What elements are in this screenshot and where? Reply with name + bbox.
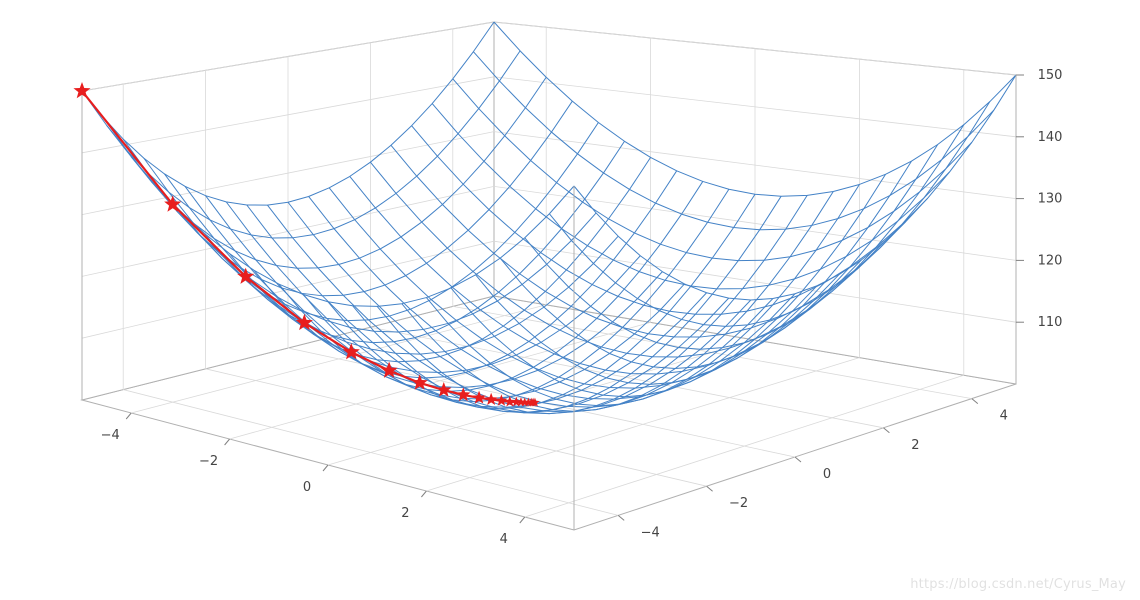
z-tick-label: 140 bbox=[1038, 130, 1063, 145]
x-tick-label: −2 bbox=[199, 454, 218, 469]
x-tick-label: 0 bbox=[303, 480, 311, 495]
y-tick-label: −4 bbox=[641, 525, 660, 540]
x-tick-label: 2 bbox=[401, 506, 409, 521]
y-tick-label: −2 bbox=[729, 496, 748, 511]
z-tick-label: 130 bbox=[1038, 192, 1063, 207]
x-tick-label: −4 bbox=[101, 428, 120, 443]
y-tick-label: 0 bbox=[823, 467, 831, 482]
z-tick-label: 110 bbox=[1038, 315, 1063, 330]
y-tick-label: 2 bbox=[911, 438, 919, 453]
gradient-descent-3d-plot: −4 −2 0 2 4 −4 −2 0 2 4 110 120 130 140 150 bbox=[0, 0, 1140, 600]
x-tick-label: 4 bbox=[500, 532, 508, 547]
y-tick-label: 4 bbox=[1000, 409, 1008, 424]
z-tick-label: 150 bbox=[1038, 68, 1063, 83]
watermark-text: https://blog.csdn.net/Cyrus_May bbox=[910, 577, 1126, 592]
z-tick-label: 120 bbox=[1038, 253, 1063, 268]
